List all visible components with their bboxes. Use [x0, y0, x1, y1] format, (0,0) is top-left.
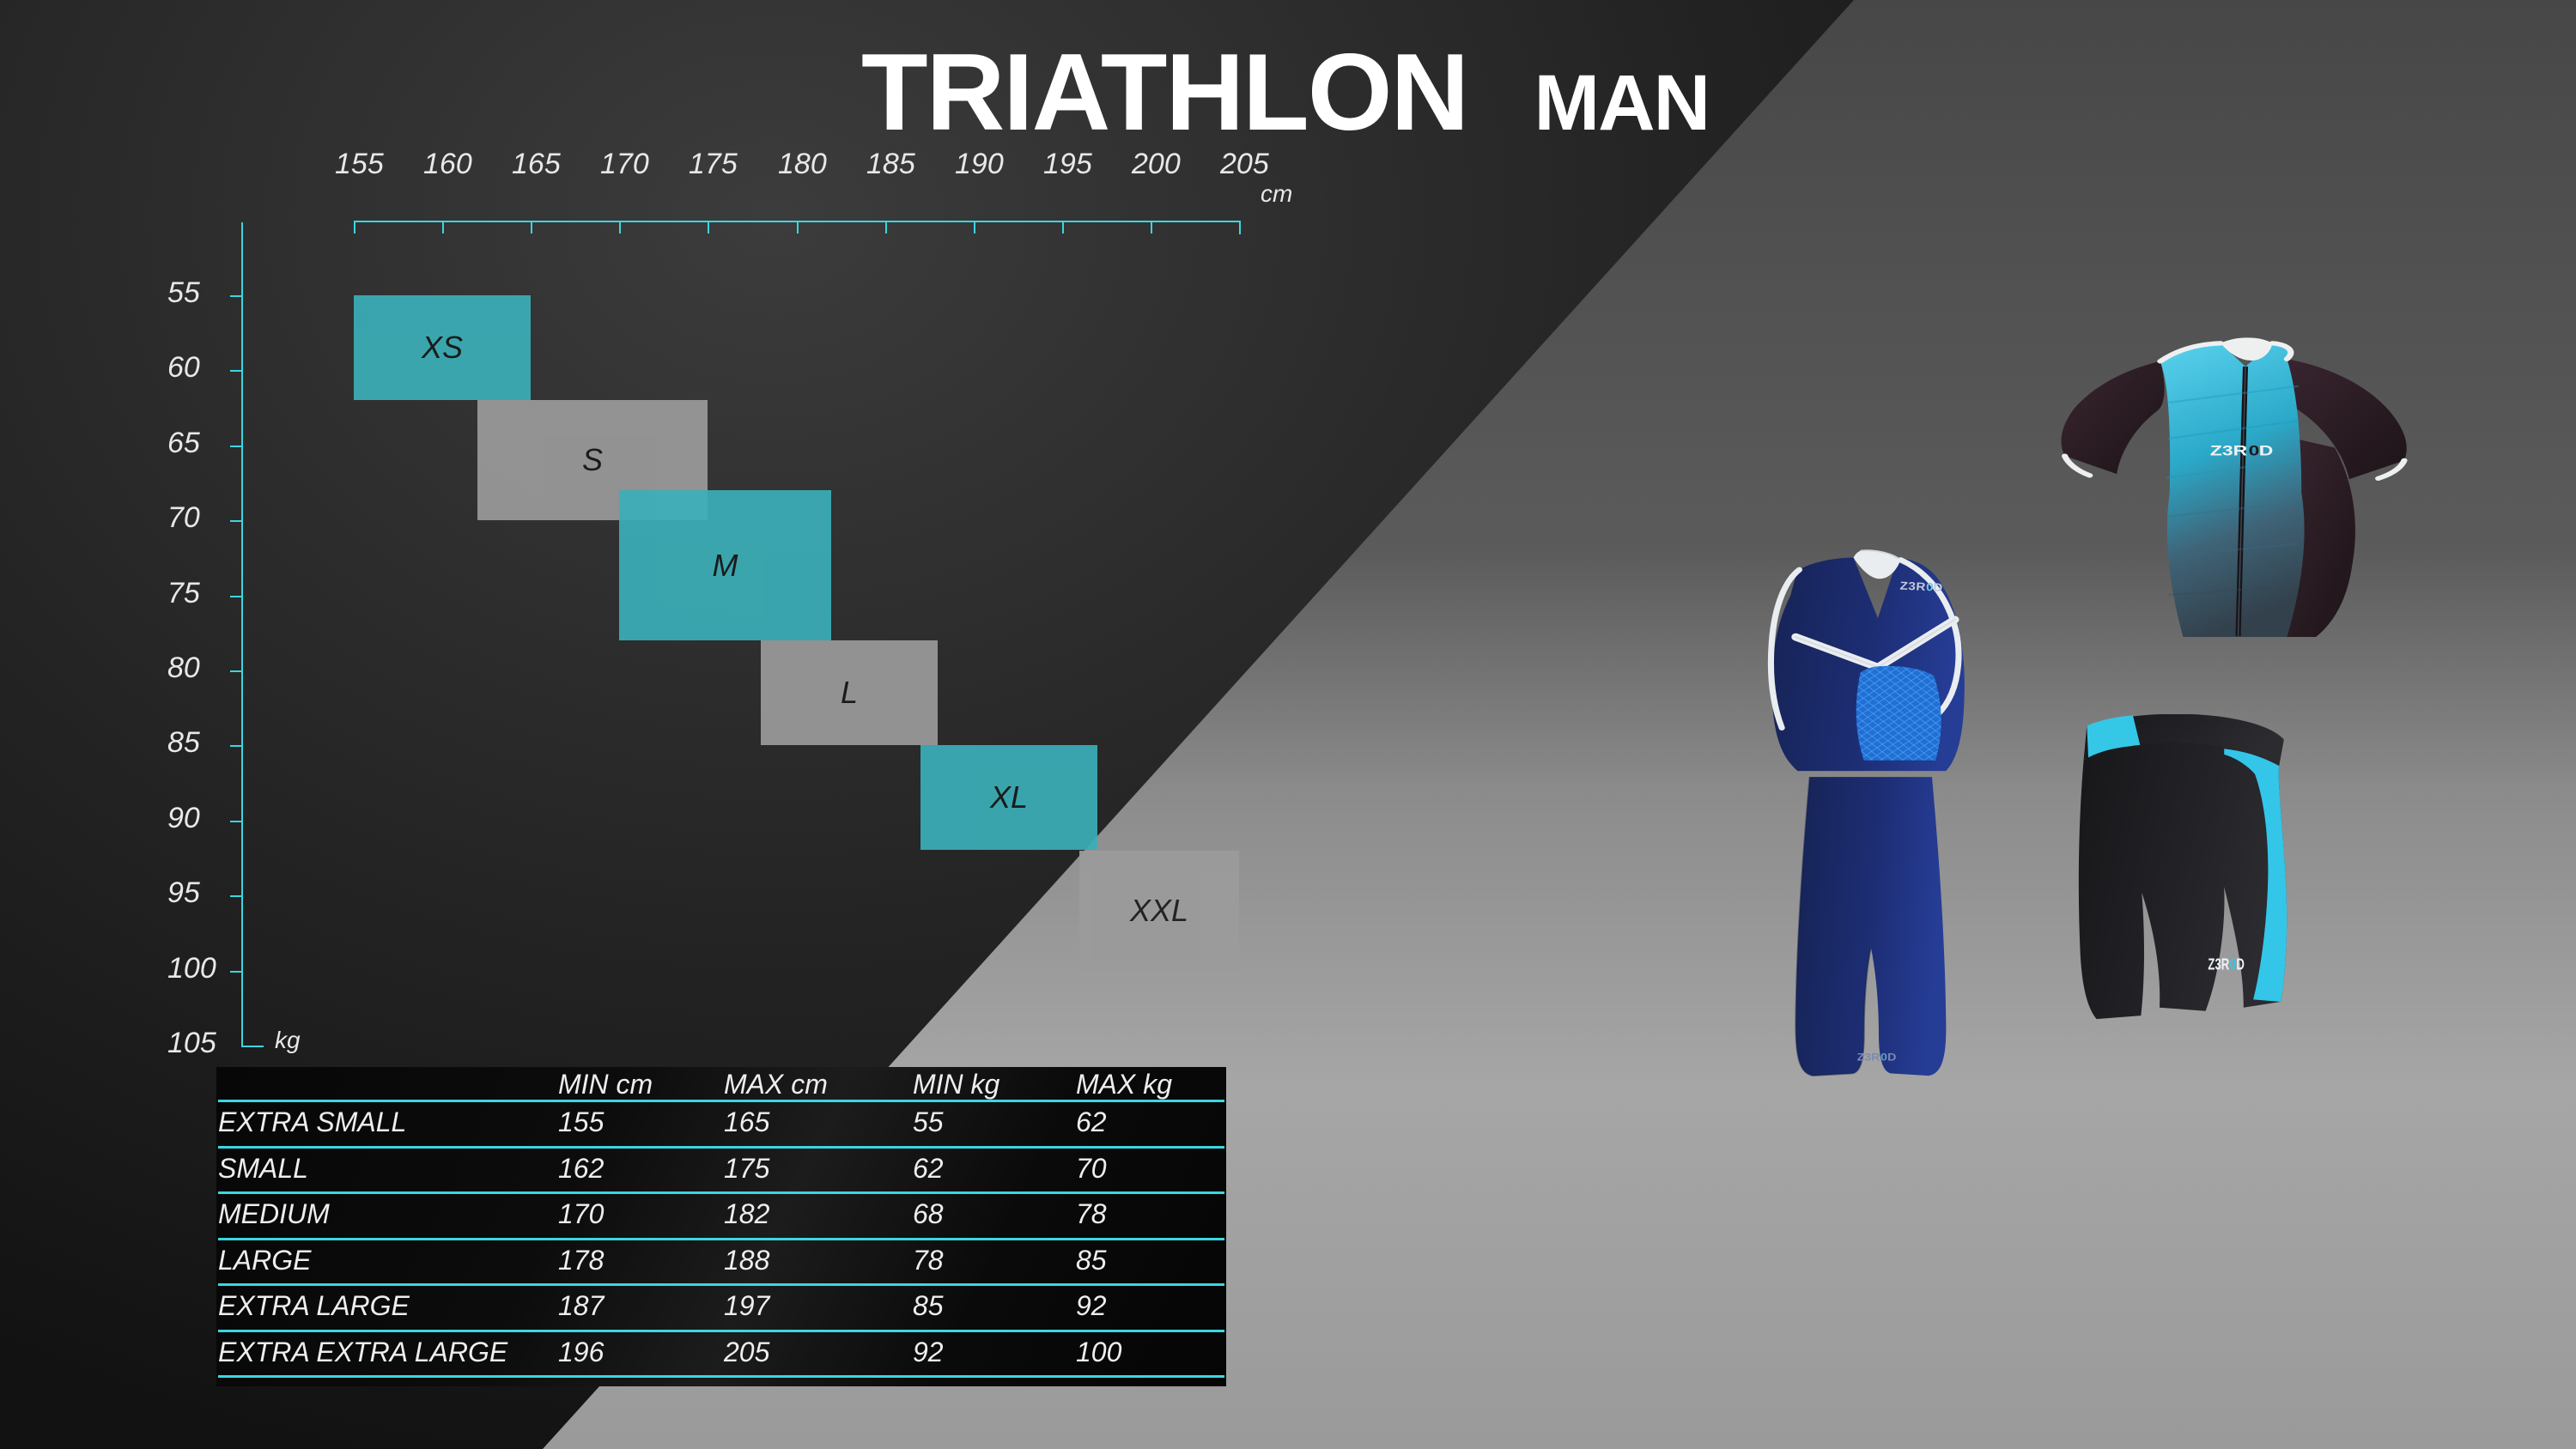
svg-text:D: D [1933, 581, 1943, 594]
svg-text:D: D [1887, 1051, 1897, 1063]
svg-text:Z3R: Z3R [1857, 1051, 1880, 1063]
svg-text:0: 0 [2230, 955, 2236, 973]
svg-text:Z3R: Z3R [2210, 443, 2248, 458]
svg-text:0: 0 [2249, 443, 2260, 458]
svg-text:Z3R: Z3R [1899, 580, 1926, 594]
svg-text:Z3R: Z3R [2208, 955, 2229, 973]
svg-text:0: 0 [1880, 1051, 1887, 1063]
svg-text:D: D [2259, 443, 2274, 458]
svg-text:D: D [2236, 955, 2245, 973]
